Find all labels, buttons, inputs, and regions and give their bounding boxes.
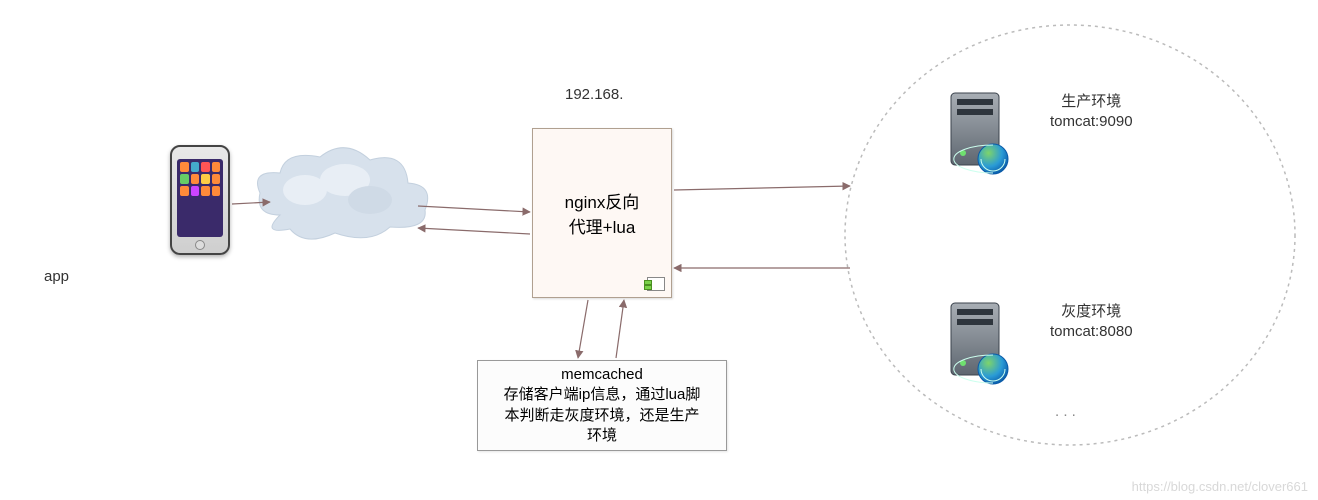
edge-phone-cloud bbox=[232, 202, 270, 204]
phone-icon bbox=[170, 145, 230, 255]
memcached-box: memcached 存储客户端ip信息，通过lua脚 本判断走灰度环境，还是生产… bbox=[477, 360, 727, 451]
edge-nginx-memcached bbox=[578, 300, 588, 358]
server-prod-icon bbox=[951, 93, 1008, 174]
server-gray-label: 灰度环境 tomcat:8080 bbox=[1050, 302, 1133, 341]
component-icon bbox=[647, 277, 665, 291]
nginx-box: nginx反向 代理+lua bbox=[532, 128, 672, 298]
nginx-title-line1: nginx反向 bbox=[565, 188, 640, 213]
memcached-line4: 环境 bbox=[484, 426, 720, 446]
memcached-line3: 本判断走灰度环境，还是生产 bbox=[484, 406, 720, 426]
cloud-icon bbox=[258, 148, 428, 239]
edge-cloud-nginx bbox=[418, 206, 530, 212]
memcached-line1: memcached bbox=[484, 365, 720, 385]
edge-memcached-nginx bbox=[616, 300, 624, 358]
edge-nginx-cloud bbox=[418, 228, 530, 234]
memcached-line2: 存储客户端ip信息，通过lua脚 bbox=[484, 385, 720, 405]
cluster-ellipse bbox=[845, 25, 1295, 445]
server-gray-icon bbox=[951, 303, 1008, 384]
server-prod-label: 生产环境 tomcat:9090 bbox=[1050, 92, 1133, 131]
watermark-text: https://blog.csdn.net/clover661 bbox=[1132, 479, 1308, 494]
app-label: app bbox=[44, 268, 69, 285]
nginx-title-line2: 代理+lua bbox=[569, 213, 636, 238]
edge-nginx-cluster bbox=[674, 186, 850, 190]
nginx-ip-label: 192.168. bbox=[565, 86, 623, 103]
ellipsis-label: . . . bbox=[1055, 403, 1076, 420]
